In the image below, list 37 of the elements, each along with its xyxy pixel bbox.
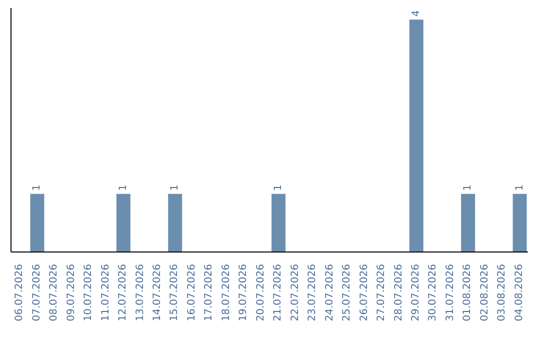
data-label: 1 [32,184,43,191]
x-tick-label: 04.08.2026 [514,264,525,322]
data-label: 4 [410,10,422,17]
x-tick-label: 27.07.2026 [376,264,388,322]
x-tick-label: 29.07.2026 [410,264,422,322]
x-tick-label: 07.07.2026 [31,264,42,322]
data-label: 1 [514,184,526,191]
x-tick-label: 23.07.2026 [307,264,318,322]
x-tick-label: 20.07.2026 [255,264,266,322]
x-tick-label: 06.07.2026 [14,264,26,322]
data-label: 1 [273,184,284,191]
x-tick-label: 10.07.2026 [83,264,94,322]
x-tick-label: 13.07.2026 [134,264,146,322]
x-tick-label: 09.07.2026 [66,264,77,322]
x-tick-label: 18.07.2026 [220,264,232,322]
x-tick-label: 11.07.2026 [100,264,112,322]
x-tick-label: 01.08.2026 [462,264,474,322]
x-tick-label: 03.08.2026 [496,264,508,322]
x-tick-label: 15.07.2026 [169,264,180,322]
x-tick-label: 24.07.2026 [324,264,336,322]
x-tick-label: 25.07.2026 [342,264,353,322]
x-tick-label: 12.07.2026 [118,264,129,322]
x-tick-label: 02.08.2026 [479,264,490,322]
x-tick-label: 22.07.2026 [290,264,301,322]
x-tick-label: 21.07.2026 [272,264,284,322]
x-tick-label: 28.07.2026 [393,264,404,322]
x-tick-label: 08.07.2026 [48,264,60,322]
x-tick-label: 31.07.2026 [444,264,456,322]
x-tick-label: 16.07.2026 [186,264,198,322]
x-tick-label: 26.07.2026 [358,264,370,322]
x-tick-label: 30.07.2026 [428,264,439,322]
data-label: 1 [462,184,474,191]
x-tick-label: 14.07.2026 [152,264,163,322]
x-tick-label: 17.07.2026 [204,264,215,322]
data-label: 1 [170,184,181,191]
data-label: 1 [118,184,129,191]
x-tick-label: 19.07.2026 [238,264,250,322]
